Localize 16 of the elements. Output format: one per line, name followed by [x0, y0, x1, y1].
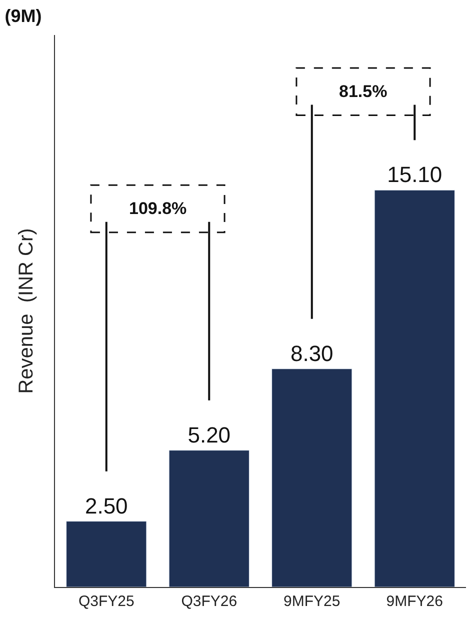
bar	[374, 190, 455, 587]
y-axis-title: Revenue (INR Cr)	[16, 228, 38, 394]
x-tick-label: 9MFY26	[386, 593, 443, 610]
bar	[168, 450, 250, 587]
data-label: 8.30	[290, 340, 334, 366]
bar	[272, 368, 352, 587]
annotation: 81.5%	[339, 82, 388, 101]
bar	[66, 521, 147, 587]
x-tick-label: Q3FY26	[181, 593, 238, 610]
data-label: 5.20	[188, 422, 231, 448]
data-label: 2.50	[84, 493, 128, 518]
annotation: 109.8%	[129, 199, 187, 218]
x-tick-label: Q3FY25	[78, 593, 134, 610]
data-label: 15.10	[387, 162, 442, 188]
chart-title: (9M)	[4, 6, 42, 26]
x-tick-label: 9MFY25	[284, 593, 340, 610]
